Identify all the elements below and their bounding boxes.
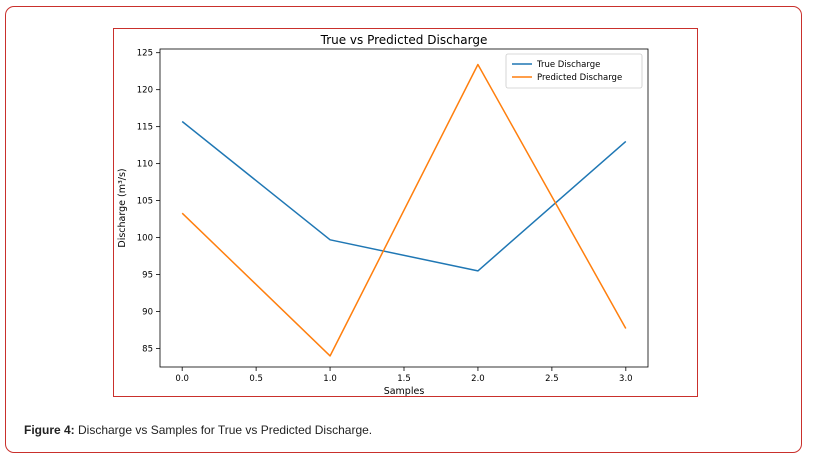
chart-title: True vs Predicted Discharge bbox=[320, 33, 488, 47]
y-tick-label: 90 bbox=[142, 308, 153, 318]
legend-label-0: True Discharge bbox=[536, 60, 600, 70]
caption-text: Discharge vs Samples for True vs Predict… bbox=[74, 423, 373, 437]
legend-label-1: Predicted Discharge bbox=[537, 73, 622, 83]
x-tick-label: 0.0 bbox=[175, 374, 189, 384]
y-axis-label: Discharge (m³/s) bbox=[117, 168, 128, 247]
y-tick-label: 85 bbox=[142, 345, 153, 355]
x-tick-label: 2.0 bbox=[471, 374, 485, 384]
figure-frame: True vs Predicted Discharge 0.0 0.5 1.0 1.5 2… bbox=[113, 28, 698, 397]
y-tick-label: 125 bbox=[137, 49, 153, 59]
x-tick-label: 1.5 bbox=[397, 374, 411, 384]
figure-container bbox=[5, 6, 802, 453]
legend-box bbox=[505, 53, 643, 89]
y-tick-label: 100 bbox=[137, 234, 153, 244]
x-tick-label: 2.5 bbox=[545, 374, 559, 384]
x-tick-label: 1.0 bbox=[323, 374, 337, 384]
x-tick-label: 3.0 bbox=[619, 374, 633, 384]
series-line-1 bbox=[181, 63, 627, 357]
y-tick-label: 95 bbox=[142, 271, 153, 281]
line-chart: True vs Predicted Discharge 0.0 0.5 1.0 1.5 2… bbox=[117, 33, 649, 396]
x-tick-label: 0.5 bbox=[249, 374, 263, 384]
caption-label: Figure 4: bbox=[24, 423, 75, 437]
x-axis-label: Samples bbox=[384, 386, 425, 396]
y-tick-label: 120 bbox=[137, 86, 153, 96]
y-tick-label: 110 bbox=[137, 160, 153, 170]
figure-caption: Figure 4: Discharge vs Samples for True … bbox=[24, 423, 372, 437]
y-tick-label: 115 bbox=[137, 123, 153, 133]
plot-area-frame bbox=[159, 48, 649, 368]
y-tick-label: 105 bbox=[137, 197, 153, 207]
series-line-0 bbox=[181, 120, 627, 272]
